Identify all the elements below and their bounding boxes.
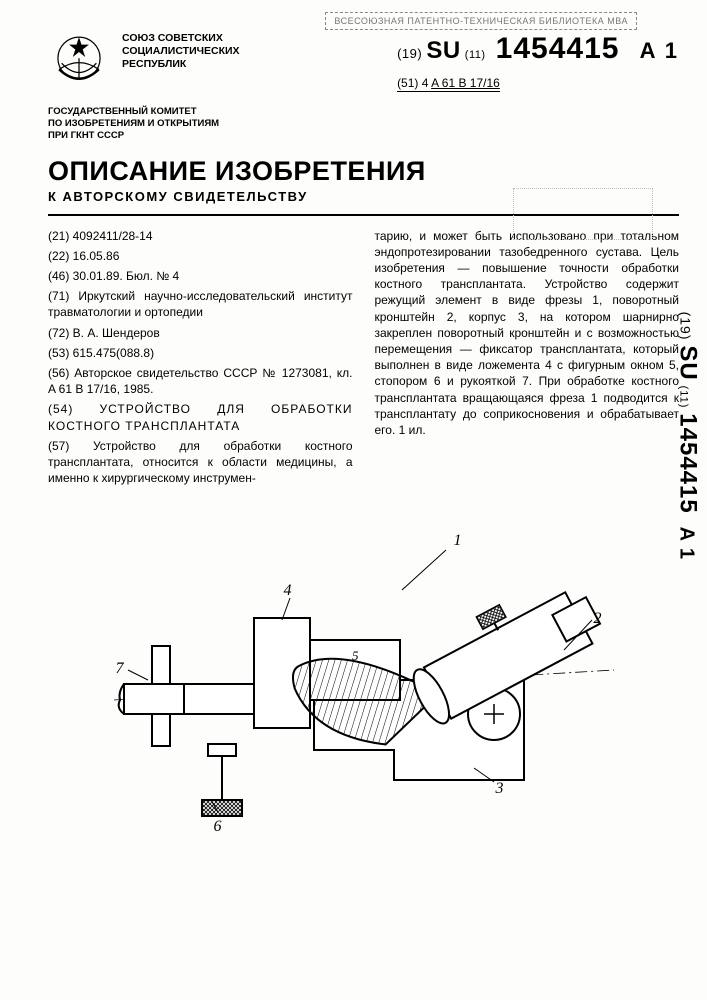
publication-codes: (19) SU (11) 1454415 A 1 (51) 4 A 61 B 1…	[397, 26, 679, 92]
callout-2: 2	[594, 610, 602, 628]
field-57-abstract: (57) Устройство для обработки костного т…	[48, 438, 353, 487]
field-22: (22) 16.05.86	[48, 248, 353, 264]
side-number: 1454415	[674, 413, 701, 513]
code-19: (19)	[397, 46, 422, 61]
callout-6: 6	[214, 818, 222, 836]
side-11: (11)	[677, 386, 689, 409]
callout-7: 7	[116, 660, 124, 678]
callout-4: 4	[284, 582, 292, 600]
side-19: (19)	[677, 312, 693, 341]
ipc-prefix: (51) 4	[397, 76, 428, 90]
code-11: (11)	[465, 49, 486, 61]
callout-3: 3	[496, 780, 504, 798]
library-stamp: ВСЕСОЮЗНАЯ ПАТЕНТНО-ТЕХНИЧЕСКАЯ БИБЛИОТЕ…	[325, 12, 637, 30]
ipc-class: A 61 B 17/16	[431, 76, 500, 90]
field-71: (71) Иркутский научно-исследовательский …	[48, 288, 353, 320]
left-column: (21) 4092411/28-14 (22) 16.05.86 (46) 30…	[48, 228, 353, 491]
field-21: (21) 4092411/28-14	[48, 228, 353, 244]
callout-1: 1	[454, 532, 462, 550]
field-53: (53) 615.475(088.8)	[48, 345, 353, 361]
side-kind: A 1	[675, 527, 697, 560]
right-column: тарию, и может быть использовано при тот…	[375, 228, 680, 491]
kind-code: A 1	[640, 38, 679, 63]
field-54-title: (54) УСТРОЙСТВО ДЛЯ ОБРАБОТКИ КОСТНОГО Т…	[48, 401, 353, 433]
committee-label: ГОСУДАРСТВЕННЫЙ КОМИТЕТ ПО ИЗОБРЕТЕНИЯМ …	[48, 106, 278, 142]
field-46: (46) 30.01.89. Бюл. № 4	[48, 268, 353, 284]
patent-page: ВСЕСОЮЗНАЯ ПАТЕНТНО-ТЕХНИЧЕСКАЯ БИБЛИОТЕ…	[0, 0, 707, 1000]
side-publication-code: (19) SU (11) 1454415 A 1	[673, 312, 701, 560]
field-72: (72) В. А. Шендеров	[48, 325, 353, 341]
side-country: SU	[674, 345, 701, 380]
header: СОЮЗ СОВЕТСКИХ СОЦИАЛИСТИЧЕСКИХ РЕСПУБЛИ…	[48, 26, 679, 92]
main-title: ОПИСАНИЕ ИЗОБРЕТЕНИЯ	[48, 156, 679, 187]
union-label: СОЮЗ СОВЕТСКИХ СОЦИАЛИСТИЧЕСКИХ РЕСПУБЛИ…	[122, 26, 272, 71]
body-columns: (21) 4092411/28-14 (22) 16.05.86 (46) 30…	[48, 228, 679, 491]
abstract-continued: тарию, и может быть использовано при тот…	[375, 228, 680, 438]
figure-1: 5	[94, 520, 634, 860]
state-emblem	[48, 26, 110, 88]
registration-stamp	[513, 188, 653, 240]
field-56: (56) Авторское свидетельство СССР № 1273…	[48, 365, 353, 397]
publication-number: 1454415	[496, 32, 620, 66]
country-code: SU	[426, 37, 460, 64]
